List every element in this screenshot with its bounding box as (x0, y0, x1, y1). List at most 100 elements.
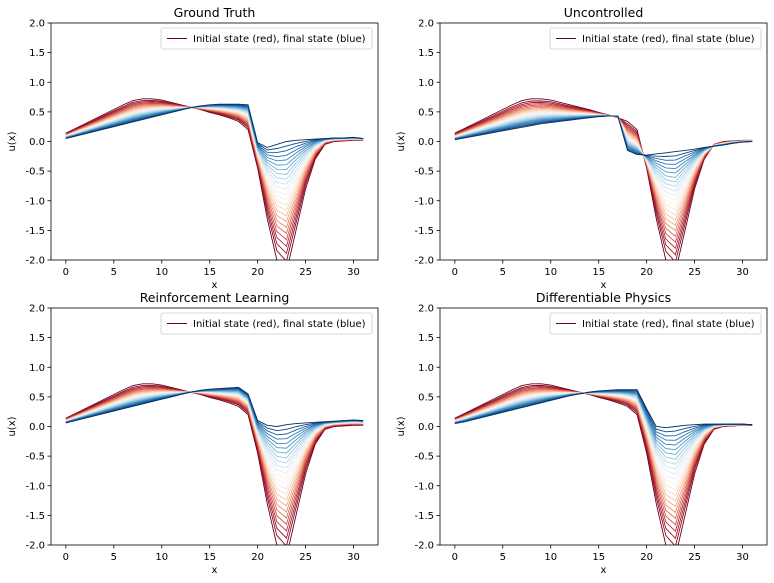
x-tick-label: 15 (203, 552, 216, 563)
y-tick-label: 0.5 (418, 107, 434, 118)
state-curve-23 (65, 103, 364, 148)
y-axis-label: u(x) (7, 131, 18, 151)
x-tick-label: 0 (63, 552, 69, 563)
state-curve-2 (65, 100, 364, 255)
x-axis-label: x (601, 280, 607, 291)
x-tick-label: 5 (500, 552, 506, 563)
legend-label: Initial state (red), final state (blue) (582, 319, 755, 330)
legend-label: Initial state (red), final state (blue) (193, 319, 366, 330)
x-tick-label: 30 (736, 267, 749, 278)
x-tick-label: 15 (203, 267, 216, 278)
x-tick-label: 0 (63, 267, 69, 278)
y-tick-label: -2.0 (25, 541, 45, 552)
state-curve-4 (65, 387, 364, 526)
state-curve-1 (454, 384, 753, 545)
y-tick-label: 0.0 (418, 422, 434, 433)
legend: Initial state (red), final state (blue) (160, 312, 373, 335)
chart-title: Ground Truth (174, 5, 256, 20)
y-tick-label: -1.0 (414, 196, 434, 207)
x-tick-label: 5 (111, 552, 117, 563)
y-tick-label: 0.5 (29, 392, 45, 403)
y-tick-label: 1.0 (29, 363, 45, 374)
x-tick-label: 25 (299, 552, 312, 563)
x-tick-label: 20 (251, 267, 264, 278)
state-curve-0 (65, 383, 364, 545)
x-tick-label: 10 (155, 552, 168, 563)
state-curve-23 (454, 115, 753, 156)
legend-box (549, 312, 762, 335)
y-axis-label: u(x) (7, 416, 18, 436)
x-tick-label: 30 (347, 267, 360, 278)
y-tick-label: -1.0 (25, 196, 45, 207)
state-curve-3 (65, 101, 364, 248)
x-tick-label: 30 (736, 552, 749, 563)
y-tick-label: 1.5 (29, 333, 45, 344)
y-tick-label: -1.5 (414, 226, 434, 237)
legend-label: Initial state (red), final state (blue) (582, 34, 755, 45)
state-curve-23 (454, 389, 753, 429)
x-tick-label: 15 (592, 552, 605, 563)
y-tick-label: -2.0 (414, 256, 434, 267)
state-curve-2 (65, 385, 364, 540)
y-tick-label: 1.5 (418, 333, 434, 344)
y-tick-label: 1.0 (29, 78, 45, 89)
x-tick-label: 15 (592, 267, 605, 278)
y-tick-label: -1.5 (25, 226, 45, 237)
chart-panel-4: 0 5 10 15 20 25 30 -2.0 -1.5 -1.0 -0.5 0.0 0.5 1.0 1.5… (396, 290, 768, 576)
chart-title: Reinforcement Learning (140, 290, 290, 305)
legend: Initial state (red), final state (blue) (549, 312, 762, 335)
x-axis-label: x (212, 565, 218, 576)
y-tick-label: 1.0 (418, 78, 434, 89)
state-curve-0 (65, 98, 364, 260)
x-tick-label: 10 (544, 552, 557, 563)
y-tick-label: 1.0 (418, 363, 434, 374)
x-tick-label: 5 (111, 267, 117, 278)
y-tick-label: 0.5 (29, 107, 45, 118)
y-tick-label: 2.0 (29, 19, 45, 30)
y-tick-label: 0.0 (29, 422, 45, 433)
legend-box (549, 27, 762, 50)
y-tick-label: 0.5 (418, 392, 434, 403)
chart-panel-1: 0 5 10 15 20 25 30 -2.0 -1.5 -1.0 -0.5 0.0 0.5 1.0 1.5… (7, 5, 379, 291)
y-tick-label: -2.0 (414, 541, 434, 552)
y-tick-label: 2.0 (418, 19, 434, 30)
legend-label: Initial state (red), final state (blue) (193, 34, 366, 45)
y-tick-label: -1.5 (414, 511, 434, 522)
legend-box (160, 312, 373, 335)
state-curve-23 (65, 386, 364, 427)
chart-panel-2: 0 5 10 15 20 25 30 -2.0 -1.5 -1.0 -0.5 0.0 0.5 1.0 1.5… (396, 5, 768, 291)
y-axis-label: u(x) (396, 131, 407, 151)
x-tick-label: 25 (299, 267, 312, 278)
axes-frame (439, 22, 768, 261)
y-tick-label: 0.0 (418, 137, 434, 148)
legend-box (160, 27, 373, 50)
chart-title: Uncontrolled (564, 5, 644, 20)
x-tick-label: 30 (347, 552, 360, 563)
state-curve-1 (65, 99, 364, 260)
x-tick-label: 20 (640, 552, 653, 563)
y-tick-label: -1.0 (414, 481, 434, 492)
x-tick-label: 20 (640, 267, 653, 278)
state-curves (454, 383, 753, 545)
x-tick-label: 10 (155, 267, 168, 278)
y-tick-label: -1.0 (25, 481, 45, 492)
y-tick-label: 2.0 (29, 304, 45, 315)
y-tick-label: -0.5 (414, 167, 434, 178)
state-curve-0 (454, 383, 753, 545)
x-tick-label: 10 (544, 267, 557, 278)
y-tick-label: -0.5 (25, 167, 45, 178)
state-curve-3 (65, 386, 364, 532)
state-curves (65, 383, 364, 545)
y-tick-label: -1.5 (25, 511, 45, 522)
state-curves (65, 98, 364, 260)
legend: Initial state (red), final state (blue) (549, 27, 762, 50)
y-tick-label: 2.0 (418, 304, 434, 315)
y-tick-label: -2.0 (25, 256, 45, 267)
x-tick-label: 25 (688, 267, 701, 278)
legend: Initial state (red), final state (blue) (160, 27, 373, 50)
y-tick-label: 1.5 (29, 48, 45, 59)
x-tick-label: 25 (688, 552, 701, 563)
x-axis-label: x (212, 280, 218, 291)
y-tick-label: -0.5 (414, 452, 434, 463)
x-tick-label: 0 (452, 267, 458, 278)
